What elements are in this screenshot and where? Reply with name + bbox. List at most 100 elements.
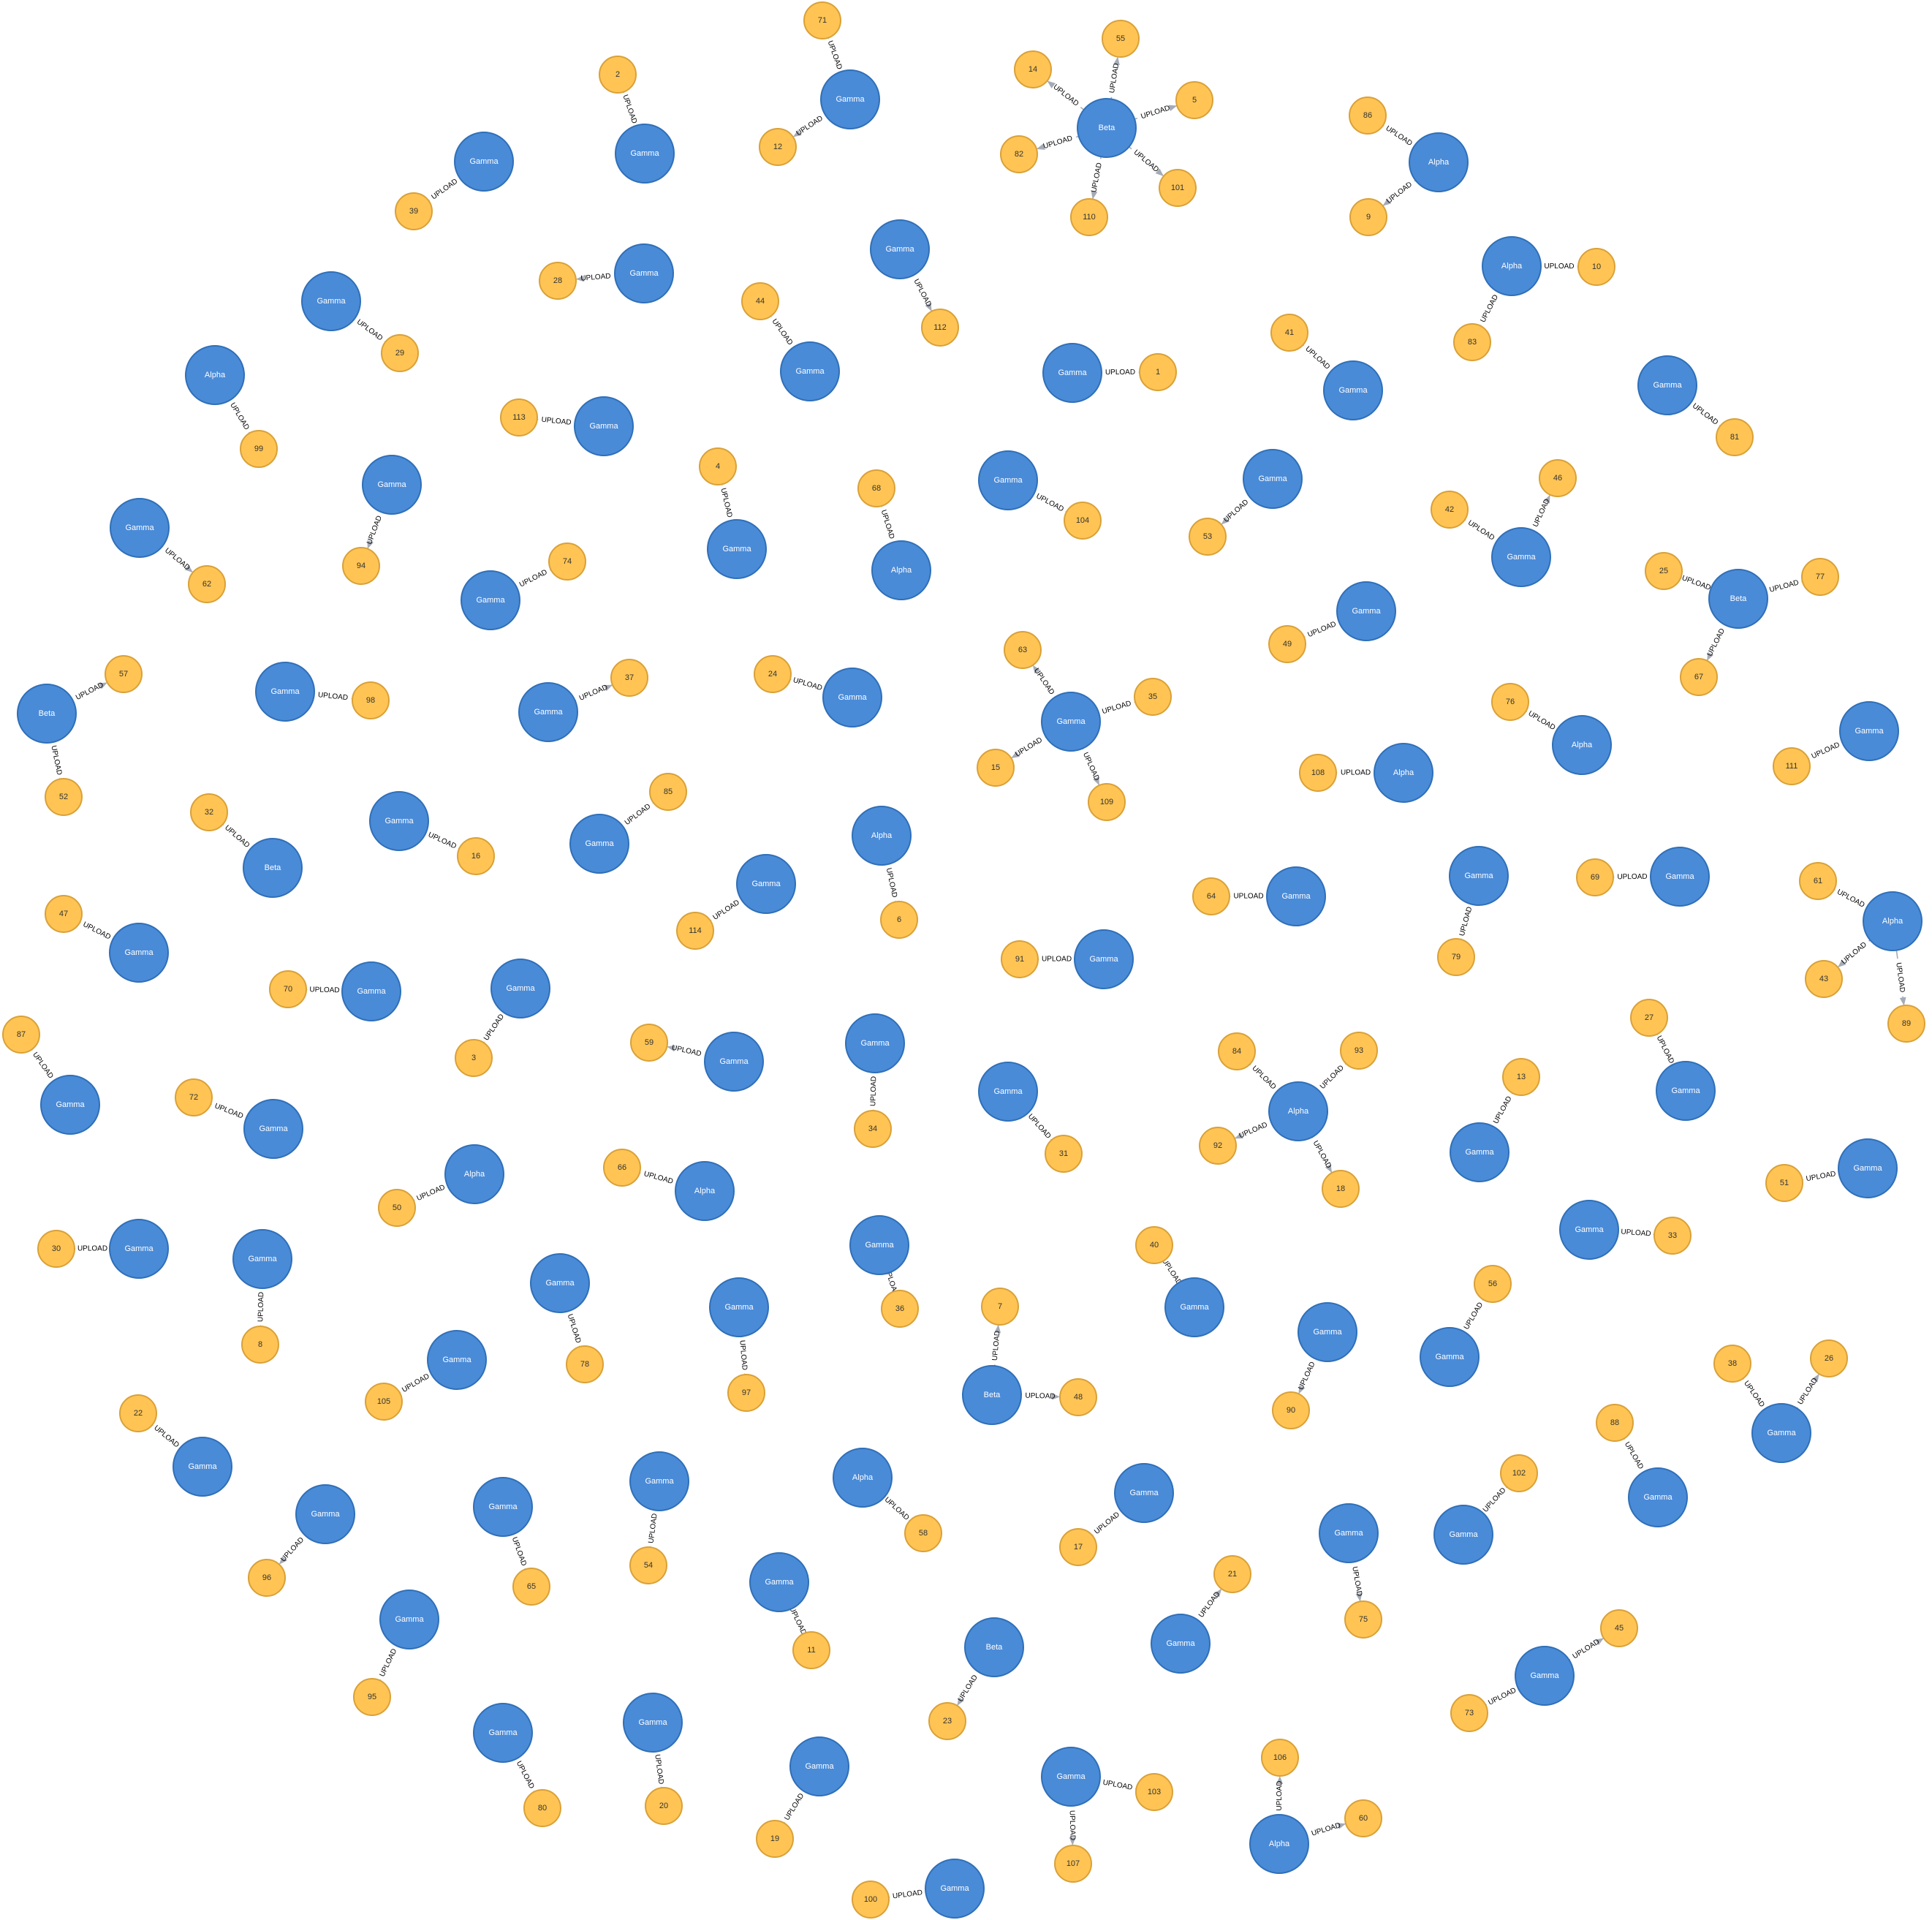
hub-node-gamma[interactable]: Gamma xyxy=(454,132,514,192)
upload-edge[interactable]: UPLOAD xyxy=(646,1509,659,1554)
hub-node-gamma[interactable]: Gamma xyxy=(789,1736,849,1796)
leaf-node[interactable]: 112 xyxy=(921,309,959,347)
hub-node-gamma[interactable]: Gamma xyxy=(341,961,401,1021)
leaf-node[interactable]: 101 xyxy=(1159,169,1197,207)
leaf-node[interactable]: 82 xyxy=(1000,135,1038,173)
hub-node-gamma[interactable]: Gamma xyxy=(707,519,767,579)
leaf-node[interactable]: 88 xyxy=(1596,1404,1634,1442)
leaf-node[interactable]: 100 xyxy=(852,1881,890,1919)
leaf-node[interactable]: 102 xyxy=(1500,1454,1538,1492)
upload-edge[interactable]: UPLOAD xyxy=(145,1418,182,1450)
upload-edge[interactable]: UPLOAD xyxy=(717,477,733,522)
hub-node-gamma[interactable]: Gamma xyxy=(1420,1327,1480,1387)
leaf-node[interactable]: 74 xyxy=(548,543,586,581)
upload-edge[interactable]: UPLOAD xyxy=(516,564,558,589)
leaf-node[interactable]: 14 xyxy=(1014,50,1052,88)
upload-edge[interactable]: UPLOAD xyxy=(530,415,575,427)
upload-edge[interactable]: UPLOAD xyxy=(618,84,638,128)
hub-node-gamma[interactable]: Gamma xyxy=(530,1253,590,1313)
hub-node-gamma[interactable]: Gamma xyxy=(1637,355,1697,415)
leaf-node[interactable]: 36 xyxy=(881,1290,919,1328)
leaf-node[interactable]: 72 xyxy=(175,1078,213,1116)
leaf-node[interactable]: 83 xyxy=(1453,323,1491,361)
leaf-node[interactable]: 94 xyxy=(342,547,380,585)
upload-edge[interactable]: UPLOAD xyxy=(1736,1371,1766,1410)
leaf-node[interactable]: 33 xyxy=(1653,1217,1692,1255)
hub-node-gamma[interactable]: Gamma xyxy=(1450,1122,1509,1182)
hub-node-gamma[interactable]: Gamma xyxy=(820,69,880,129)
upload-edge[interactable]: UPLOAD xyxy=(1569,1638,1605,1660)
leaf-node[interactable]: 42 xyxy=(1431,491,1469,529)
upload-edge[interactable]: UPLOAD xyxy=(1297,1358,1317,1394)
leaf-node[interactable]: 18 xyxy=(1322,1170,1360,1208)
upload-edge[interactable]: UPLOAD xyxy=(882,1495,917,1528)
leaf-node[interactable]: 69 xyxy=(1576,858,1614,896)
hub-node-gamma[interactable]: Gamma xyxy=(461,570,520,630)
upload-edge[interactable]: UPLOAD xyxy=(1800,741,1844,765)
upload-edge[interactable]: UPLOAD xyxy=(1068,1805,1077,1846)
leaf-node[interactable]: 46 xyxy=(1539,459,1577,497)
upload-edge[interactable]: UPLOAD xyxy=(25,1042,55,1082)
leaf-node[interactable]: 22 xyxy=(119,1394,157,1432)
upload-edge[interactable]: UPLOAD xyxy=(1099,1779,1144,1794)
leaf-node[interactable]: 61 xyxy=(1799,862,1837,900)
leaf-node[interactable]: 53 xyxy=(1189,518,1227,556)
upload-edge[interactable]: UPLOAD xyxy=(203,1098,247,1121)
hub-node-alpha[interactable]: Alpha xyxy=(833,1448,893,1508)
hub-node-gamma[interactable]: Gamma xyxy=(780,341,840,401)
upload-edge[interactable]: UPLOAD xyxy=(1011,736,1047,759)
leaf-node[interactable]: 34 xyxy=(854,1110,892,1148)
upload-edge[interactable]: UPLOAD xyxy=(764,309,795,348)
leaf-node[interactable]: 91 xyxy=(1001,940,1039,978)
leaf-node[interactable]: 54 xyxy=(629,1546,667,1584)
leaf-node[interactable]: 20 xyxy=(645,1787,683,1825)
leaf-node[interactable]: 3 xyxy=(455,1039,493,1077)
upload-edge[interactable]: UPLOAD xyxy=(1894,950,1906,1006)
leaf-node[interactable]: 37 xyxy=(610,659,648,697)
upload-edge[interactable]: UPLOAD xyxy=(869,1072,878,1118)
leaf-node[interactable]: 52 xyxy=(45,778,83,816)
leaf-node[interactable]: 40 xyxy=(1135,1226,1173,1264)
hub-node-gamma[interactable]: Gamma xyxy=(1336,581,1396,641)
leaf-node[interactable]: 113 xyxy=(500,398,538,436)
hub-node-alpha[interactable]: Alpha xyxy=(1552,715,1612,775)
leaf-node[interactable]: 109 xyxy=(1088,783,1126,821)
leaf-node[interactable]: 41 xyxy=(1270,314,1308,352)
hub-node-gamma[interactable]: Gamma xyxy=(1433,1505,1493,1565)
hub-node-beta[interactable]: Beta xyxy=(962,1365,1022,1425)
upload-edge[interactable]: UPLOAD xyxy=(406,1184,449,1206)
upload-edge[interactable]: UPLOAD xyxy=(1481,1479,1514,1515)
leaf-node[interactable]: 48 xyxy=(1059,1378,1097,1416)
hub-node-alpha[interactable]: Alpha xyxy=(1268,1081,1328,1141)
upload-edge[interactable]: UPLOAD xyxy=(1085,1511,1123,1543)
hub-node-gamma[interactable]: Gamma xyxy=(490,959,550,1018)
upload-edge[interactable]: UPLOAD xyxy=(783,674,826,692)
upload-edge[interactable]: UPLOAD xyxy=(510,1533,531,1577)
leaf-node[interactable]: 47 xyxy=(45,895,83,933)
leaf-node[interactable]: 75 xyxy=(1344,1600,1382,1639)
hub-node-alpha[interactable]: Alpha xyxy=(185,345,245,405)
leaf-node[interactable]: 86 xyxy=(1349,97,1387,135)
upload-edge[interactable]: UPLOAD xyxy=(876,498,895,543)
hub-node-gamma[interactable]: Gamma xyxy=(109,1219,169,1279)
hub-node-gamma[interactable]: Gamma xyxy=(110,498,170,558)
upload-edge[interactable]: UPLOAD xyxy=(1797,1373,1819,1409)
leaf-node[interactable]: 50 xyxy=(378,1189,416,1227)
leaf-node[interactable]: 7 xyxy=(981,1288,1019,1326)
leaf-node[interactable]: 58 xyxy=(904,1514,942,1552)
leaf-node[interactable]: 87 xyxy=(2,1016,40,1054)
hub-node-gamma[interactable]: Gamma xyxy=(1151,1614,1211,1674)
hub-node-alpha[interactable]: Alpha xyxy=(1409,132,1469,192)
hub-node-gamma[interactable]: Gamma xyxy=(427,1330,487,1390)
hub-node-gamma[interactable]: Gamma xyxy=(822,668,882,727)
leaf-node[interactable]: 70 xyxy=(269,970,307,1008)
leaf-node[interactable]: 27 xyxy=(1630,999,1668,1037)
upload-edge[interactable]: UPLOAD xyxy=(49,741,65,787)
leaf-node[interactable]: 92 xyxy=(1199,1127,1237,1165)
leaf-node[interactable]: 8 xyxy=(241,1326,279,1364)
leaf-node[interactable]: 30 xyxy=(37,1230,75,1268)
upload-edge[interactable]: UPLOAD xyxy=(957,1671,980,1706)
leaf-node[interactable]: 73 xyxy=(1450,1694,1488,1732)
hub-node-alpha[interactable]: Alpha xyxy=(444,1144,504,1204)
upload-edge[interactable]: UPLOAD xyxy=(1795,1170,1840,1184)
